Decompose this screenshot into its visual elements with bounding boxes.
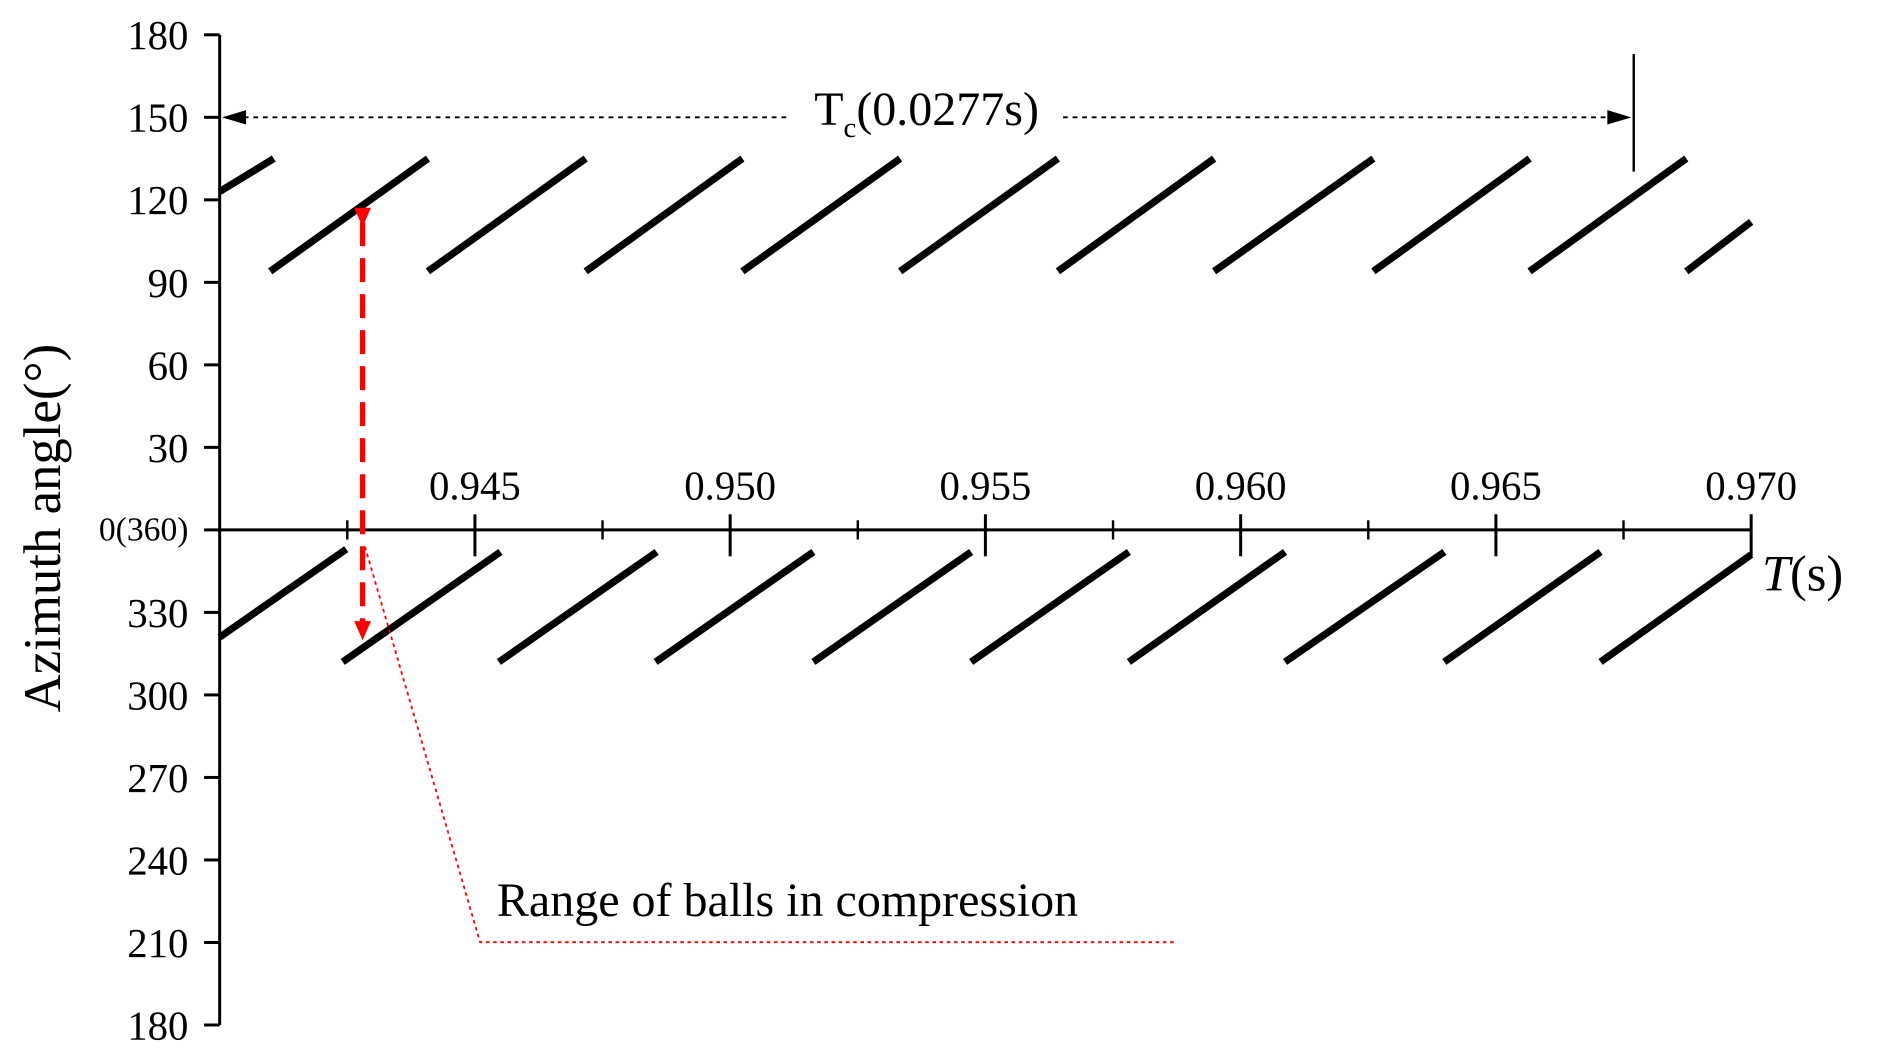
range-leader [364,546,1177,944]
arrow-head [1607,110,1632,125]
segment [740,155,903,275]
arrow-head [354,621,372,641]
y-tick-label: 210 [127,921,188,966]
segment [583,155,745,275]
segment [217,155,276,195]
x-tick-label: 0.955 [940,463,1032,508]
y-axis-label: Azimuth angle(°) [14,344,72,713]
y-tick-label: 330 [127,591,188,636]
y-tick-label: 60 [148,343,189,388]
x-tick-label: 0.950 [684,463,776,508]
y-tick-label: 240 [127,838,188,883]
segment [1371,155,1532,275]
segment [1055,155,1217,275]
segment [268,155,431,275]
y-tick-label: 90 [148,261,189,306]
segment [1527,155,1689,275]
segment [1212,155,1376,275]
segment [653,548,816,665]
segment [1283,548,1447,665]
y-tick-label: 150 [127,96,188,141]
x-tick-label: 0.960 [1195,463,1287,508]
x-tick-label: 0.945 [429,463,521,508]
y-tick-label: 180 [127,13,188,58]
y-tick-label: 270 [127,756,188,801]
period-label-tail: (0.0277s) [856,83,1039,136]
x-axis-label-unit: (s) [1790,546,1843,602]
y-tick-label: 300 [127,673,188,718]
segment [425,155,588,275]
x-tick-label: 0.970 [1705,463,1797,508]
range-label: Range of balls in compression [497,874,1078,927]
arrow-head [222,110,247,125]
segment [1684,218,1754,275]
segment [340,548,503,665]
x-axis-label: T(s) [1762,546,1843,602]
segment [496,548,659,665]
y-tick-label: 30 [148,426,189,471]
x-tick-label: 0.965 [1450,463,1542,508]
x-axis-label-var: T [1762,546,1793,602]
period-label: Tc(0.0277s) [814,83,1039,144]
segment [1126,548,1288,665]
period-label-sub: c [844,112,857,144]
arrow-head [354,207,372,227]
y-tick-label: 180 [127,1003,188,1048]
period-label-main: T [814,83,843,136]
segment [898,155,1060,275]
segment [1442,548,1603,665]
segment [811,548,974,665]
segment [969,548,1131,665]
segment [1598,551,1754,665]
y-tick-label: 0(360) [99,512,189,549]
segment [217,546,349,641]
y-tick-label: 120 [127,178,188,223]
